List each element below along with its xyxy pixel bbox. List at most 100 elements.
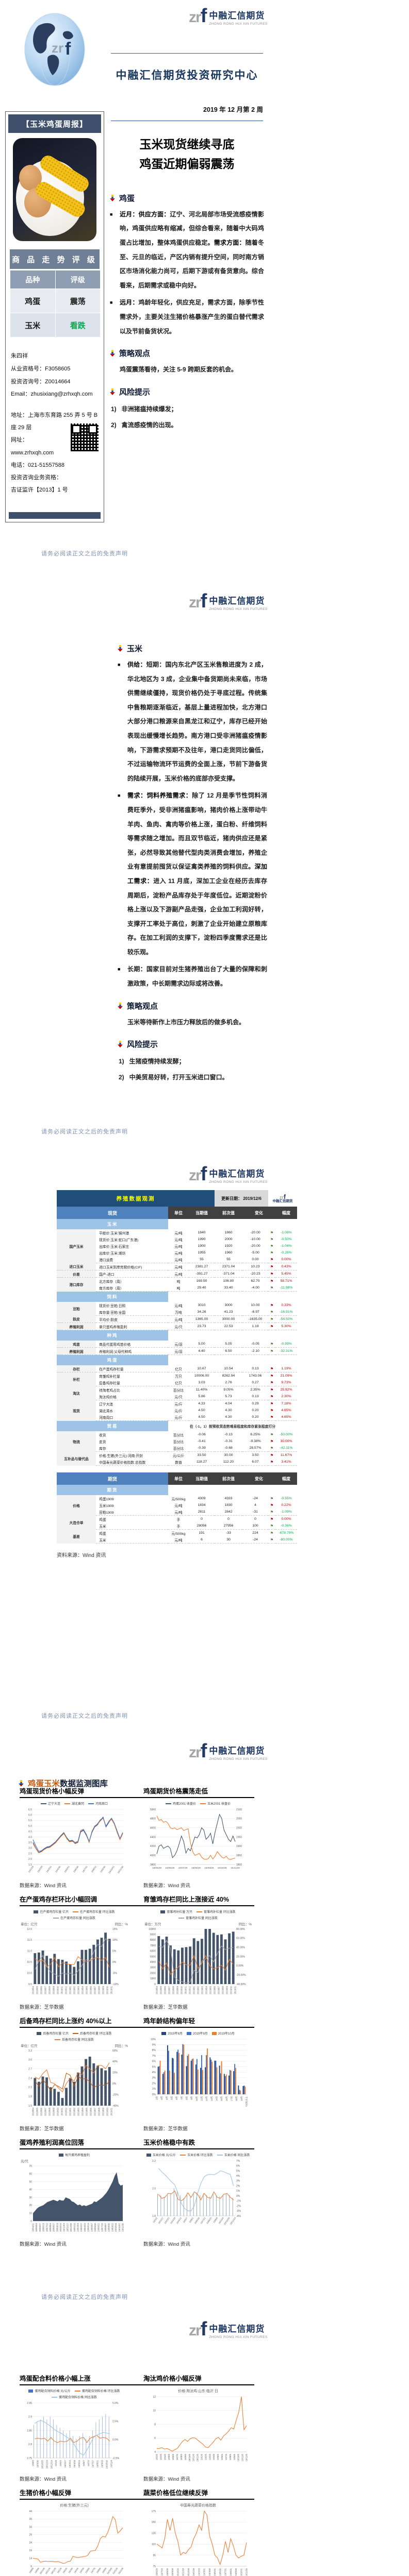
headline-line-2: 鸡蛋近期偏弱震荡 bbox=[139, 157, 235, 171]
svg-text:2019/09: 2019/09 bbox=[102, 2107, 105, 2115]
zrf-name-en: ZHONG RONG HUI XIN FUTURES bbox=[209, 1180, 268, 1184]
svg-text:4800: 4800 bbox=[150, 1818, 156, 1821]
rating-col-rating: 评级 bbox=[55, 270, 101, 289]
svg-text:19/11/30: 19/11/30 bbox=[246, 2568, 248, 2576]
chart-corn-price: 玉米价格 元/公斤 玉米价格 环比涨跌 玉米价格 同比涨跌 2.2 2.0 1.8 7% 6%… bbox=[143, 2153, 253, 2239]
zrf-mark-blue: f bbox=[200, 2318, 207, 2340]
corn-egg-photo bbox=[13, 138, 96, 241]
svg-text:24: 24 bbox=[29, 2541, 32, 2545]
page-footer-note: 请务必阅读正文之后的免责声明 bbox=[41, 1713, 128, 1719]
svg-text:2019/04: 2019/04 bbox=[205, 1986, 208, 1994]
svg-text:19/6/30: 19/6/30 bbox=[219, 2568, 221, 2575]
zrf-name-en: ZHONG RONG HUI XIN FUTURES bbox=[209, 1757, 268, 1761]
chart-title: 鸡年龄结构偏年轻 bbox=[143, 2018, 195, 2025]
svg-text:7%: 7% bbox=[152, 2055, 156, 2058]
chart-source: 数据来源：Wind 资讯 bbox=[143, 1883, 190, 1889]
svg-text:2.8: 2.8 bbox=[28, 2443, 32, 2446]
svg-text:5.0%: 5.0% bbox=[112, 2402, 119, 2405]
svg-text:-20%: -20% bbox=[112, 2093, 119, 2096]
svg-text:10.5: 10.5 bbox=[27, 1961, 32, 1964]
svg-text:5.5: 5.5 bbox=[28, 1819, 32, 1822]
svg-text:19/2/2: 19/2/2 bbox=[59, 2460, 62, 2466]
svg-text:12: 12 bbox=[153, 2396, 156, 2399]
svg-text:1850: 1850 bbox=[236, 1854, 242, 1857]
svg-text:3%: 3% bbox=[236, 2180, 240, 2183]
svg-text:6%: 6% bbox=[152, 2060, 156, 2063]
svg-text:f: f bbox=[65, 39, 71, 59]
svg-text:0%: 0% bbox=[112, 1961, 117, 1964]
svg-text:19/9/30: 19/9/30 bbox=[235, 2568, 237, 2575]
chart-chick-replenishment: 育雏鸡补栏量 万只 育雏鸡补栏量 环比涨跌 育雏鸡补栏量 同比涨跌 单位：万只 同比：%… bbox=[144, 1910, 252, 1994]
svg-text:19/11/29: 19/11/29 bbox=[231, 1867, 240, 1869]
svg-text:19/12/6: 19/12/6 bbox=[246, 2453, 248, 2461]
zrf-logo: zrf 中融汇信期货 ZHONG RONG HUI XIN FUTURES bbox=[189, 2319, 268, 2339]
svg-text:19/3/31: 19/3/31 bbox=[203, 2568, 206, 2575]
svg-text:19/4/6: 19/4/6 bbox=[73, 2567, 79, 2573]
chart-grid-page4: 鸡蛋现货价格小幅反弹 鸡蛋期货价格震荡走低 辽宁大连 湖北黄冈 河南周口 6.5 6.0 5… bbox=[20, 1786, 254, 2252]
section-egg: 鸡蛋 bbox=[110, 193, 264, 204]
svg-text:2019/02: 2019/02 bbox=[73, 1986, 76, 1994]
page-footer-note: 请务必阅读正文之后的免责声明 bbox=[41, 1129, 128, 1135]
svg-text:1950: 1950 bbox=[236, 1836, 242, 1839]
svg-text:18/11/28: 18/11/28 bbox=[182, 2568, 185, 2576]
svg-text:0: 0 bbox=[154, 1983, 156, 1986]
svg-text:18/05/27: 18/05/27 bbox=[39, 2223, 41, 2232]
rating-col-variety: 品种 bbox=[10, 270, 56, 289]
svg-text:18/12/6: 18/12/6 bbox=[197, 2453, 199, 2461]
svg-text:19/8/6: 19/8/6 bbox=[96, 2567, 102, 2573]
table-row: 淘汰 待淘老鸡占比 百分比 11.40% 9.05% 2.35% ⚑ 25.92% bbox=[57, 1386, 297, 1400]
svg-text:1.5: 1.5 bbox=[28, 2105, 32, 2108]
svg-text:10%: 10% bbox=[151, 2038, 156, 2041]
table-row: 豆粕 现货价:豆粕:日照 元/吨 3010 3000 10.00 ⚑ 0.33% bbox=[57, 1302, 297, 1316]
chart-cull-chicken-price: 价格:淘汰鸡:山东:临沂 日 12 10 8 6 4 18/2/6 18/3/6 18/4/6 1… bbox=[153, 2389, 248, 2462]
svg-text:2018/04: 2018/04 bbox=[32, 2107, 35, 2115]
svg-text:2019/08: 2019/08 bbox=[222, 1986, 224, 1994]
table-row: 物流 收货 百分比 -0.06 -0.13 6.25% ⚑ -50.00% bbox=[57, 1431, 297, 1452]
chart-reserve-hens: 后备鸡存栏量 亿只 后备鸡存栏量 环比涨跌 后备鸡存栏量 同比涨跌 单位：亿只 同比：%… bbox=[21, 2031, 128, 2116]
svg-text:2019/03: 2019/03 bbox=[77, 2107, 80, 2115]
svg-text:2018/08: 2018/08 bbox=[172, 1986, 175, 1994]
svg-text:2018/06: 2018/06 bbox=[40, 2107, 43, 2115]
svg-text:19/6/6: 19/6/6 bbox=[221, 2453, 223, 2460]
svg-text:18/12/20: 18/12/20 bbox=[70, 2223, 72, 2232]
table-row: 国产玉米 平舱价:玉米:锦州港 元/吨 1840 1860 -20.00 ⚑ -1.08% bbox=[57, 1229, 297, 1263]
egg-risk-list: 1) 非洲猪瘟持续爆发； 2) 禽流感疫情的出现。 bbox=[111, 401, 264, 433]
svg-text:4.5: 4.5 bbox=[28, 1831, 32, 1834]
svg-text:2018/06: 2018/06 bbox=[164, 1986, 167, 1994]
svg-text:18/4/6: 18/4/6 bbox=[163, 2453, 166, 2460]
svg-text:60.00%: 60.00% bbox=[236, 1937, 246, 1940]
svg-text:2018/10: 2018/10 bbox=[57, 2107, 59, 2115]
svg-text:2019/03: 2019/03 bbox=[201, 1986, 204, 1994]
svg-text:60%: 60% bbox=[112, 2049, 118, 2053]
svg-text:4200: 4200 bbox=[150, 1845, 156, 1848]
headline-line-1: 玉米现货继续寻底 bbox=[139, 138, 235, 151]
report-date: 2019 年 12 月第 2 周 bbox=[203, 106, 263, 113]
svg-text:19/7/6: 19/7/6 bbox=[225, 2453, 227, 2460]
gallery-title-rest: 数据监测图库 bbox=[60, 1780, 108, 1788]
svg-text:0%: 0% bbox=[152, 2093, 156, 2096]
svg-text:19/3/6: 19/3/6 bbox=[208, 2453, 211, 2460]
chart-title: 玉米价格稳中有跌 bbox=[143, 2139, 195, 2146]
corn-risk-list: 1) 生猪疫情持续发酵； 2) 中美贸易好转，打开玉米进口窗口。 bbox=[119, 1054, 267, 1086]
svg-text:570(天)以上: 570(天)以上 bbox=[245, 2096, 249, 2107]
svg-text:2018/09: 2018/09 bbox=[53, 1986, 55, 1994]
svg-text:13月: 13月 bbox=[210, 2096, 214, 2101]
contact-address: 地址：上海市东育路 255 弄 5 号 B 座 29 层 bbox=[11, 412, 98, 431]
svg-text:2100: 2100 bbox=[236, 1808, 242, 1811]
svg-text:2.4: 2.4 bbox=[28, 2077, 32, 2080]
svg-text:5%: 5% bbox=[112, 1950, 117, 1953]
svg-text:18/08/27: 18/08/27 bbox=[53, 2223, 55, 2232]
svg-text:1800: 1800 bbox=[236, 1863, 242, 1867]
section-bullet-icon bbox=[110, 388, 115, 395]
svg-text:2.95: 2.95 bbox=[27, 2402, 32, 2405]
table-row: 麸皮 平均价:麸皮 元/吨 1365.00 3000.00 -1635.00 ⚑ -54.50… bbox=[57, 1315, 298, 1323]
svg-text:2019/06: 2019/06 bbox=[90, 2107, 92, 2115]
svg-text:8000: 8000 bbox=[150, 1939, 156, 1942]
section-bullet-icon bbox=[19, 1780, 24, 1787]
zrf-logo: zrf 中融汇信期货 ZHONG RONG HUI XIN FUTURES bbox=[189, 591, 268, 611]
page-2: zrf 中融汇信期货 ZHONG RONG HUI XIN FUTURES 玉米 … bbox=[0, 578, 409, 1156]
svg-text:10: 10 bbox=[29, 2212, 32, 2215]
svg-text:18/07/12: 18/07/12 bbox=[45, 2223, 48, 2232]
table-row: 养殖利润 单只蛋鸡养殖盈利 元/只 23.73 22.53 1.19 ⚑ 5.30% bbox=[57, 1323, 298, 1330]
svg-text:2018/09: 2018/09 bbox=[53, 2107, 55, 2115]
